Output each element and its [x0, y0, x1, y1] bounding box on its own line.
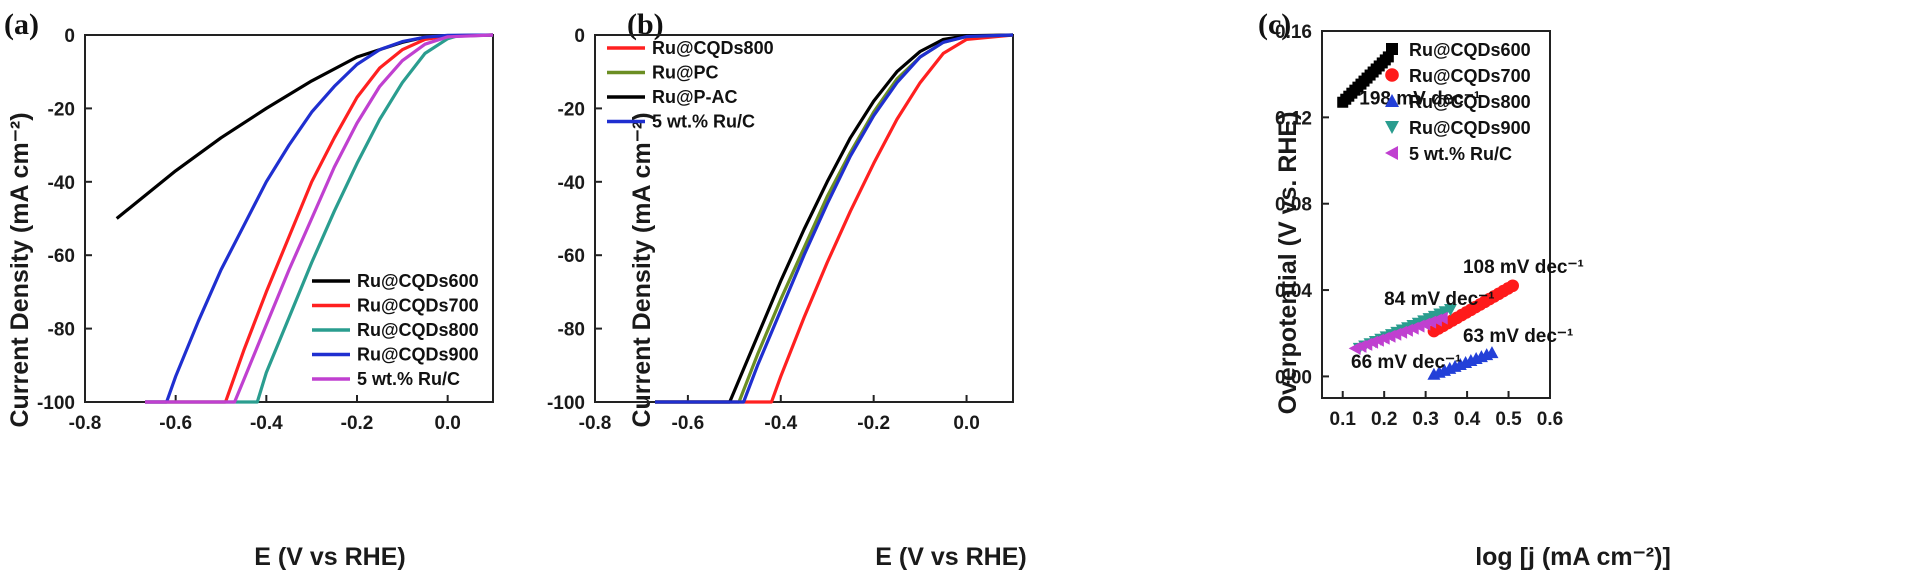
series-line-5-wt-ru-c [145, 33, 494, 404]
legend-label: Ru@CQDs700 [357, 296, 479, 316]
data-point [1382, 51, 1394, 63]
legend-label: Ru@CQDs800 [1409, 92, 1531, 112]
xlabel-a: E (V vs RHE) [254, 543, 405, 571]
legend-marker [1385, 94, 1399, 107]
x-tick-label: 0.0 [434, 413, 460, 434]
y-tick-label: -100 [547, 393, 585, 414]
y-tick-label: 0 [64, 26, 75, 47]
legend-label: Ru@CQDs800 [357, 320, 479, 340]
legend-marker [1385, 68, 1399, 82]
slope-annotation: 66 mV dec⁻¹ [1351, 352, 1461, 373]
series-line-ru-cqds800 [655, 33, 1014, 404]
legend-label: Ru@CQDs800 [652, 38, 774, 58]
slope-annotation: 63 mV dec⁻¹ [1463, 326, 1573, 347]
xlabel-c: log [j (mA cm⁻²)] [1475, 543, 1671, 571]
x-tick-label: -0.2 [341, 413, 374, 434]
plot-frame [84, 34, 494, 403]
y-tick-label: -20 [48, 99, 75, 120]
x-tick-label: -0.4 [764, 413, 797, 434]
y-tick-label: 0.16 [1275, 22, 1312, 43]
x-tick-label: 0.2 [1371, 409, 1397, 430]
slope-annotation: 84 mV dec⁻¹ [1384, 289, 1494, 310]
y-tick-label: 0.00 [1275, 367, 1312, 388]
plot-frame [594, 34, 1014, 403]
panel-label-a: (a) [4, 8, 39, 41]
x-tick-label: 0.0 [953, 413, 979, 434]
legend-label: Ru@CQDs900 [1409, 118, 1531, 138]
y-tick-label: -60 [558, 246, 585, 267]
data-point [1435, 311, 1448, 325]
ylabel-a: Current Density (mA cm⁻²) [6, 112, 34, 427]
y-tick-label: 0.12 [1275, 108, 1312, 129]
x-tick-label: -0.2 [857, 413, 890, 434]
legend-label: Ru@CQDs600 [357, 271, 479, 291]
series-line-ru-cqds800 [145, 33, 494, 404]
legend-label: Ru@PC [652, 63, 719, 83]
plot-frame [1321, 30, 1551, 399]
x-tick-label: 0.6 [1537, 409, 1563, 430]
x-tick-label: 0.1 [1330, 409, 1357, 430]
x-tick-label: -0.8 [579, 413, 612, 434]
data-point [1506, 279, 1519, 293]
panel-label-b: (b) [627, 8, 664, 41]
y-tick-label: 0.08 [1275, 195, 1312, 216]
slope-annotation: 108 mV dec⁻¹ [1463, 257, 1584, 278]
x-tick-label: -0.6 [159, 413, 192, 434]
panel-b-plot: -0.8 -0.6 -0.4 -0.2 0.0 0 -20 -40 -60 -80 -100 Ru@C… [547, 26, 1014, 434]
y-tick-label: -40 [48, 173, 75, 194]
data-point [1444, 303, 1458, 316]
x-tick-label: -0.6 [672, 413, 705, 434]
series-line-ru-cqds600 [115, 33, 494, 220]
y-tick-label: -20 [558, 99, 585, 120]
legend-label: Ru@CQDs900 [357, 345, 479, 365]
legend-label: Ru@CQDs700 [1409, 66, 1531, 86]
ylabel-c: Overpotential (V vs. RHE) [1274, 112, 1302, 415]
y-tick-label: -60 [48, 246, 75, 267]
legend-label: Ru@CQDs600 [1409, 40, 1531, 60]
panel-c-plot: 0.1 0.2 0.3 0.4 0.5 0.60.000.040.080.120.1619… [1275, 22, 1584, 430]
y-tick-label: 0 [574, 26, 585, 47]
y-tick-label: -80 [558, 320, 585, 341]
x-tick-label: -0.4 [250, 413, 283, 434]
legend-label: Ru@P-AC [652, 87, 738, 107]
panel-label-c: (c) [1258, 8, 1291, 41]
series-line-ru-p-ac [655, 33, 1014, 404]
y-tick-label: -100 [37, 393, 75, 414]
legend-label: 5 wt.% Ru/C [652, 112, 755, 132]
legend-marker [1385, 121, 1399, 134]
series-line-ru-cqds900 [145, 33, 494, 404]
y-tick-label: 0.04 [1275, 281, 1312, 302]
x-tick-label: 0.5 [1495, 409, 1522, 430]
x-tick-label: 0.3 [1412, 409, 1438, 430]
y-tick-label: -80 [48, 320, 75, 341]
series-line-ru-cqds700 [145, 33, 494, 404]
legend-label: 5 wt.% Ru/C [357, 369, 460, 389]
panel-a-plot: -0.8 -0.6 -0.4 -0.2 0.0 0 -20 -40 -60 -80 -100 Ru@C… [37, 26, 494, 434]
y-tick-label: -40 [558, 173, 585, 194]
legend-marker [1385, 146, 1398, 160]
data-point [1485, 346, 1499, 359]
x-tick-label: 0.4 [1454, 409, 1481, 430]
x-tick-label: -0.8 [69, 413, 102, 434]
xlabel-b: E (V vs RHE) [875, 543, 1026, 571]
legend-label: 5 wt.% Ru/C [1409, 144, 1512, 164]
legend-marker [1386, 43, 1398, 55]
series-line-5-wt-ru-c [655, 33, 1014, 404]
ylabel-b: Current Density (mA cm⁻²) [628, 112, 656, 427]
